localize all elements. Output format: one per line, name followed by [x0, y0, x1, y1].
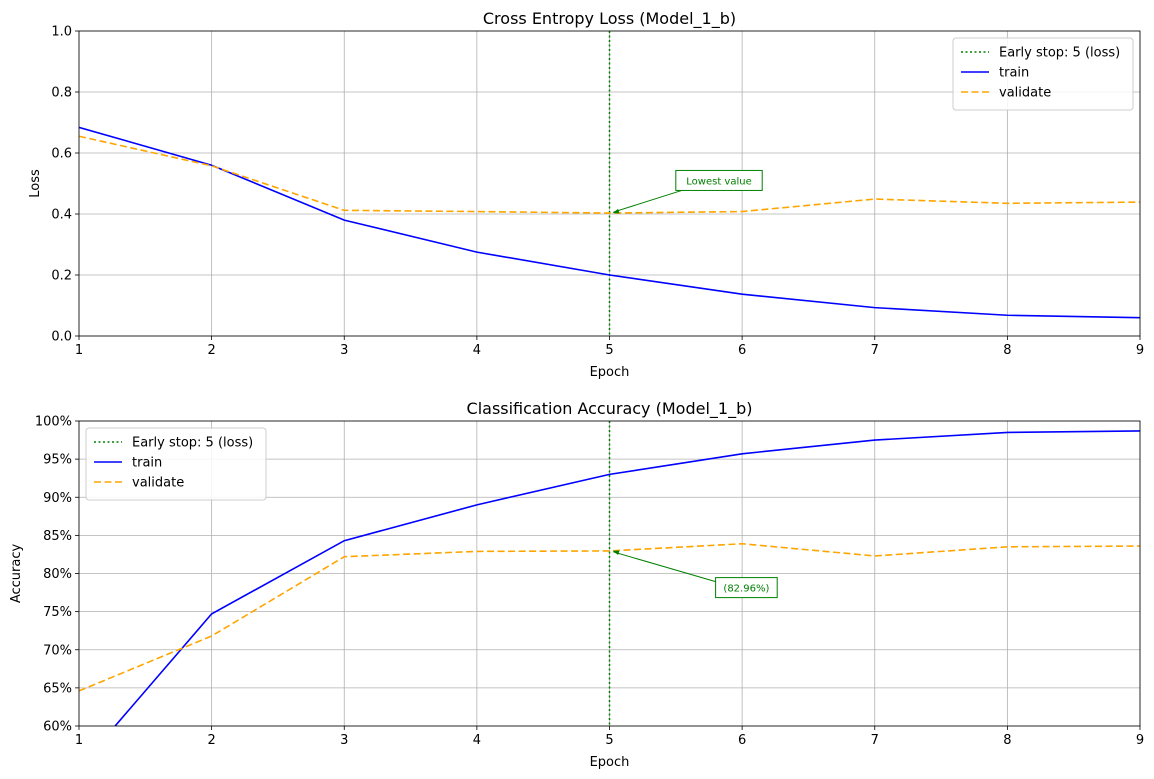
x-axis-label: Epoch: [590, 755, 630, 770]
y-tick-label: 100%: [35, 415, 72, 430]
annotation-text: (82.96%): [723, 584, 769, 595]
annotation-box: [715, 577, 778, 599]
annotation-box: [675, 169, 763, 191]
y-tick-label: 75%: [43, 605, 72, 620]
x-tick-label: 9: [1136, 343, 1144, 358]
y-tick-label: 90%: [43, 491, 72, 506]
y-tick-label: 60%: [43, 720, 72, 735]
x-tick-label: 4: [473, 733, 481, 748]
x-tick-label: 7: [871, 343, 879, 358]
x-tick-label: 6: [738, 733, 746, 748]
y-axis-label: Loss: [28, 169, 43, 198]
legend-label: train: [132, 456, 162, 471]
legend-label: train: [999, 66, 1029, 81]
y-tick-label: 95%: [43, 453, 72, 468]
y-tick-label: 0.6: [51, 147, 72, 162]
y-tick-label: 0.8: [51, 86, 72, 101]
y-tick-label: 0.0: [51, 330, 72, 345]
annotation-arrow: [613, 551, 716, 583]
y-tick-label: 70%: [43, 643, 72, 658]
annotation-arrow: [613, 189, 682, 213]
x-tick-label: 7: [871, 733, 879, 748]
legend-box: [85, 427, 267, 501]
series-line-train: [114, 430, 1140, 726]
x-tick-label: 9: [1136, 733, 1144, 748]
y-tick-label: 80%: [43, 567, 72, 582]
y-tick-label: 0.2: [51, 269, 72, 284]
series-line-validate: [79, 135, 1140, 214]
plot-frame: [78, 30, 1141, 337]
x-tick-label: 5: [605, 733, 613, 748]
annotation-arrowhead: [612, 208, 620, 214]
y-tick-label: 1.0: [51, 25, 72, 40]
chart-panel-1: 1 2 3 4 5 6 7 8 9 0.0 0.2 0.4 0.6 0.8 1.0 Cross Entropy…: [28, 9, 1144, 380]
x-tick-label: 8: [1003, 733, 1011, 748]
x-tick-label: 3: [340, 733, 348, 748]
legend-label: validate: [999, 86, 1051, 101]
annotation-text: Lowest value: [686, 176, 751, 187]
x-tick-label: 4: [473, 343, 481, 358]
legend-label: validate: [132, 476, 184, 491]
x-tick-label: 2: [207, 733, 215, 748]
legend-box: [952, 37, 1134, 111]
chart-title: Cross Entropy Loss (Model_1_b): [483, 9, 736, 29]
y-tick-label: 65%: [43, 681, 72, 696]
x-tick-label: 1: [75, 343, 83, 358]
legend-label: Early stop: 5 (loss): [999, 46, 1120, 61]
x-tick-label: 2: [207, 343, 215, 358]
legend-label: Early stop: 5 (loss): [132, 436, 253, 451]
chart-panel-2: 1 2 3 4 5 6 7 8 9 60% 65% 70% 75% 80% 85% 90% 95% 100% Cla…: [9, 399, 1144, 770]
x-axis-label: Epoch: [590, 365, 630, 380]
x-tick-label: 6: [738, 343, 746, 358]
annotation-arrowhead: [612, 550, 620, 556]
x-tick-label: 3: [340, 343, 348, 358]
series-line-validate: [79, 542, 1140, 692]
y-tick-label: 85%: [43, 529, 72, 544]
series-line-train: [79, 126, 1140, 319]
chart-title: Classification Accuracy (Model_1_b): [467, 399, 753, 419]
plot-frame: [78, 420, 1141, 727]
y-tick-label: 0.4: [51, 208, 72, 223]
x-tick-label: 5: [605, 343, 613, 358]
x-tick-label: 1: [75, 733, 83, 748]
y-axis-label: Accuracy: [9, 544, 24, 604]
x-tick-label: 8: [1003, 343, 1011, 358]
